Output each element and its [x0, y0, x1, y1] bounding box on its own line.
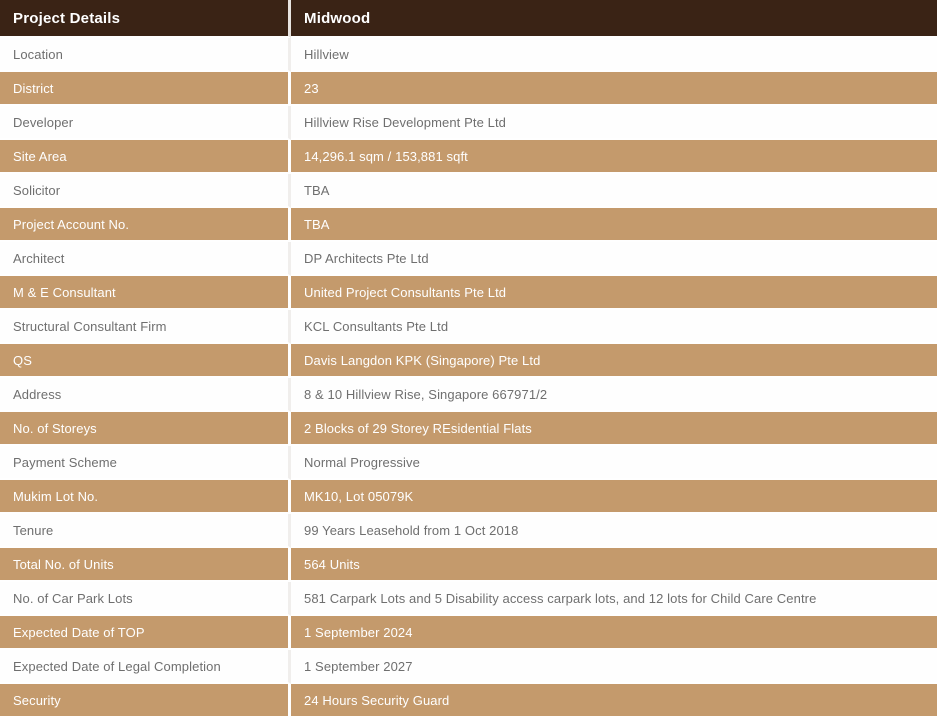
row-value: 581 Carpark Lots and 5 Disability access…: [291, 582, 937, 616]
table-body: Location Hillview District 23 Developer Hillv…: [0, 38, 937, 717]
row-label: Developer: [0, 106, 291, 140]
row-label: Mukim Lot No.: [0, 480, 291, 514]
row-label: Expected Date of Legal Completion: [0, 650, 291, 684]
table-row: Structural Consultant Firm KCL Consultant…: [0, 310, 937, 344]
row-label: QS: [0, 344, 291, 378]
row-value: TBA: [291, 174, 937, 208]
table-header-project-name: Midwood: [291, 0, 937, 38]
table-header-project-details: Project Details: [0, 0, 291, 38]
row-label: District: [0, 72, 291, 106]
table-row: Site Area 14,296.1 sqm / 153,881 sqft: [0, 140, 937, 174]
row-label: Location: [0, 38, 291, 72]
row-label: Expected Date of TOP: [0, 616, 291, 650]
row-label: Tenure: [0, 514, 291, 548]
table-row: Project Account No. TBA: [0, 208, 937, 242]
table-row: Expected Date of Legal Completion 1 Septe…: [0, 650, 937, 684]
row-value: 1 September 2024: [291, 616, 937, 650]
row-value: 2 Blocks of 29 Storey REsidential Flats: [291, 412, 937, 446]
row-value: United Project Consultants Pte Ltd: [291, 276, 937, 310]
row-value: Davis Langdon KPK (Singapore) Pte Ltd: [291, 344, 937, 378]
row-value: 23: [291, 72, 937, 106]
table-row: Address 8 & 10 Hillview Rise, Singapore 6…: [0, 378, 937, 412]
table-row: Location Hillview: [0, 38, 937, 72]
row-label: Payment Scheme: [0, 446, 291, 480]
row-value: Hillview: [291, 38, 937, 72]
table-row: Solicitor TBA: [0, 174, 937, 208]
table-row: QS Davis Langdon KPK (Singapore) Pte Ltd: [0, 344, 937, 378]
row-label: No. of Storeys: [0, 412, 291, 446]
row-label: Solicitor: [0, 174, 291, 208]
table-row: Payment Scheme Normal Progressive: [0, 446, 937, 480]
row-value: KCL Consultants Pte Ltd: [291, 310, 937, 344]
row-label: Security: [0, 684, 291, 717]
row-label: Project Account No.: [0, 208, 291, 242]
row-label: Structural Consultant Firm: [0, 310, 291, 344]
table-row: Developer Hillview Rise Development Pte L…: [0, 106, 937, 140]
row-label: Total No. of Units: [0, 548, 291, 582]
row-label: Address: [0, 378, 291, 412]
row-value: 564 Units: [291, 548, 937, 582]
table-row: Tenure 99 Years Leasehold from 1 Oct 2018: [0, 514, 937, 548]
row-value: Hillview Rise Development Pte Ltd: [291, 106, 937, 140]
row-value: 99 Years Leasehold from 1 Oct 2018: [291, 514, 937, 548]
row-value: DP Architects Pte Ltd: [291, 242, 937, 276]
row-label: Architect: [0, 242, 291, 276]
row-value: TBA: [291, 208, 937, 242]
table-row: Architect DP Architects Pte Ltd: [0, 242, 937, 276]
table-row: Security 24 Hours Security Guard: [0, 684, 937, 717]
row-label: M & E Consultant: [0, 276, 291, 310]
table-row: No. of Storeys 2 Blocks of 29 Storey REsi…: [0, 412, 937, 446]
row-value: MK10, Lot 05079K: [291, 480, 937, 514]
table-header-row: Project Details Midwood: [0, 0, 937, 38]
table-row: Expected Date of TOP 1 September 2024: [0, 616, 937, 650]
table-row: No. of Car Park Lots 581 Carpark Lots and…: [0, 582, 937, 616]
row-label: No. of Car Park Lots: [0, 582, 291, 616]
table-row: District 23: [0, 72, 937, 106]
table-row: M & E Consultant United Project Consultan…: [0, 276, 937, 310]
table-row: Mukim Lot No. MK10, Lot 05079K: [0, 480, 937, 514]
table-row: Total No. of Units 564 Units: [0, 548, 937, 582]
row-label: Site Area: [0, 140, 291, 174]
row-value: 8 & 10 Hillview Rise, Singapore 667971/2: [291, 378, 937, 412]
row-value: 14,296.1 sqm / 153,881 sqft: [291, 140, 937, 174]
row-value: 24 Hours Security Guard: [291, 684, 937, 717]
row-value: 1 September 2027: [291, 650, 937, 684]
row-value: Normal Progressive: [291, 446, 937, 480]
